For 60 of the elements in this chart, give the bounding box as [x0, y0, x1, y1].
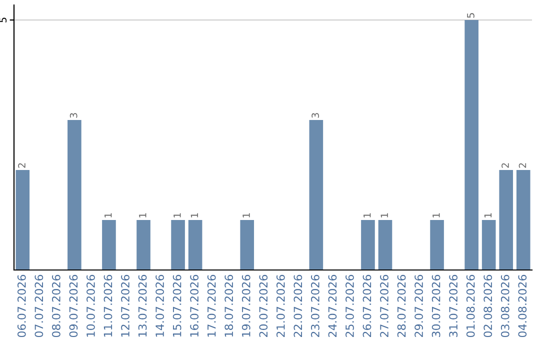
- x-tick-label: 21.07.2026: [276, 274, 285, 337]
- x-tick-label: 04.08.2026: [518, 274, 527, 338]
- data-label: 1: [174, 213, 181, 218]
- x-tick-label: 17.07.2026: [207, 274, 216, 337]
- data-label: 1: [380, 213, 388, 218]
- data-label: 1: [242, 213, 250, 218]
- data-label: 2: [18, 163, 26, 168]
- x-tick-label: 11.07.2026: [104, 274, 112, 337]
- bar: [309, 120, 324, 270]
- bar: [68, 120, 82, 270]
- data-label: 3: [70, 113, 78, 118]
- x-tick-label: 10.07.2026: [86, 274, 95, 337]
- x-tick-label: 14.07.2026: [156, 274, 164, 337]
- data-label: 3: [312, 113, 319, 118]
- data-label: 1: [104, 213, 112, 218]
- bar: [16, 170, 30, 270]
- bar: [361, 220, 375, 270]
- bar: [516, 170, 530, 270]
- bar: [188, 220, 202, 270]
- bar: [430, 220, 444, 270]
- data-label: 2: [518, 163, 526, 168]
- bar: [171, 220, 185, 270]
- x-tick-label: 07.07.2026: [34, 274, 44, 338]
- data-label: 1: [190, 213, 198, 218]
- x-tick-label: 12.07.2026: [121, 274, 130, 337]
- x-tick-label: 24.07.2026: [328, 274, 337, 337]
- data-label: 1: [364, 213, 371, 218]
- x-tick-label: 06.07.2026: [17, 274, 26, 338]
- data-label: 2: [502, 163, 509, 168]
- x-tick-label: 20.07.2026: [259, 274, 268, 337]
- x-tick-label: 15.07.2026: [172, 274, 182, 337]
- x-tick-label: 29.07.2026: [414, 274, 423, 337]
- x-tick-label: 28.07.2026: [397, 274, 406, 337]
- data-label: 1: [432, 213, 440, 218]
- bar: [499, 170, 514, 270]
- bar: [378, 220, 392, 270]
- x-tick-label: 09.07.2026: [69, 274, 78, 338]
- data-label: 1: [484, 213, 492, 218]
- x-tick-label: 23.07.2026: [310, 274, 320, 337]
- x-tick-label: 03.08.2026: [500, 274, 510, 338]
- x-tick-label: 31.07.2026: [449, 274, 458, 337]
- bar: [136, 220, 150, 270]
- data-label: 5: [467, 13, 474, 18]
- x-tick-label: 22.07.2026: [294, 274, 302, 337]
- x-tick-label: 16.07.2026: [190, 274, 199, 337]
- x-tick-label: 27.07.2026: [380, 274, 388, 337]
- bar: [102, 220, 116, 270]
- x-tick-label: 30.07.2026: [432, 274, 440, 337]
- x-tick-label: 13.07.2026: [138, 274, 147, 337]
- x-tick-label: 18.07.2026: [224, 274, 234, 337]
- bar: [240, 220, 254, 270]
- bar: [464, 20, 478, 270]
- x-tick-label: 26.07.2026: [362, 274, 372, 337]
- x-tick-label: 19.07.2026: [242, 274, 250, 337]
- x-tick-label: 01.08.2026: [466, 274, 475, 338]
- x-tick-label: 25.07.2026: [346, 274, 354, 337]
- data-label: 1: [139, 213, 146, 218]
- x-tick-label: 08.07.2026: [52, 274, 60, 338]
- x-tick-label: 02.08.2026: [484, 274, 492, 338]
- bar: [482, 220, 496, 270]
